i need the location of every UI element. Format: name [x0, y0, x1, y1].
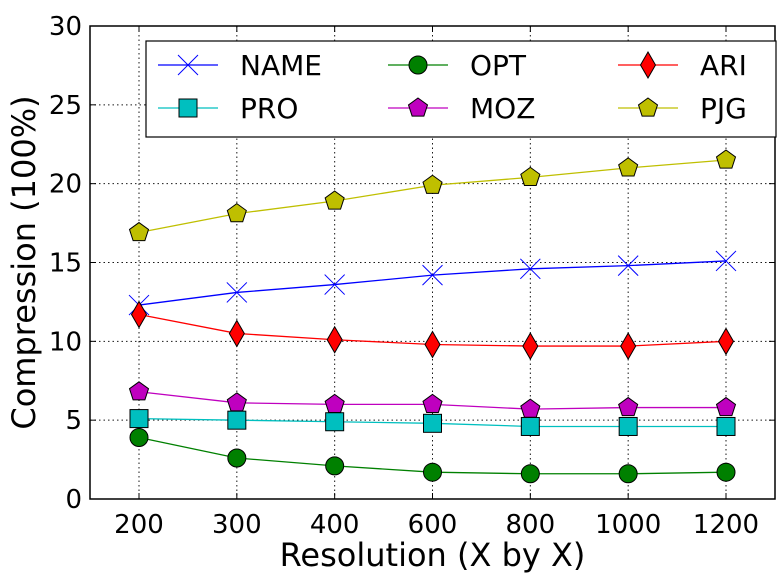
series-opt [129, 428, 736, 484]
data-point-moz [520, 398, 541, 418]
data-point-pjg [715, 149, 737, 169]
y-tick-label: 10 [49, 327, 82, 357]
legend-item-pjg: PJG [618, 92, 747, 125]
legend-marker [408, 55, 428, 75]
legend-item-pro: PRO [158, 92, 298, 125]
legend-label: MOZ [470, 92, 535, 125]
y-tick-label: 25 [49, 91, 82, 121]
y-tick-label: 30 [49, 12, 82, 42]
y-tick-label: 20 [49, 170, 82, 200]
marker-stroke [617, 255, 639, 277]
legend-marker [177, 54, 199, 76]
legend-marker [637, 97, 659, 117]
marker-stroke [177, 54, 199, 76]
legend-marker [407, 97, 429, 117]
y-tick-label: 0 [65, 485, 82, 515]
legend-frame [145, 40, 777, 138]
data-point-opt [129, 428, 149, 448]
data-point-ari [522, 332, 539, 361]
marker-stroke [226, 282, 248, 303]
marker-stroke [422, 264, 443, 286]
x-tick-label: 1000 [595, 510, 661, 540]
data-point-pro [129, 409, 149, 429]
data-point-opt [618, 464, 638, 484]
data-point-ari [326, 325, 343, 354]
data-point-ari [424, 330, 441, 359]
data-point-pro [227, 410, 247, 430]
data-point-opt [716, 462, 736, 482]
x-tick-label: 1200 [693, 510, 759, 540]
series-name [128, 250, 737, 316]
data-point-pjg [324, 190, 345, 210]
data-point-moz [226, 392, 247, 412]
y-tick-label: 15 [49, 249, 82, 279]
marker-stroke [519, 258, 541, 280]
series-layer [128, 149, 737, 484]
data-point-moz [324, 393, 345, 413]
data-point-moz [422, 393, 443, 413]
legend: NAME OPT ARI PRO MOZ PJG [145, 40, 777, 138]
data-point-ari [130, 300, 148, 329]
data-point-name [519, 258, 541, 280]
data-point-name [226, 282, 248, 303]
data-point-opt [227, 448, 247, 468]
legend-item-moz: MOZ [388, 92, 535, 125]
data-point-pjg [618, 157, 639, 177]
data-point-pjg [128, 221, 150, 242]
legend-label: PRO [240, 92, 298, 125]
data-point-ari [620, 332, 637, 361]
data-point-pjg [520, 166, 541, 186]
data-point-pro [618, 416, 638, 436]
data-point-name [324, 274, 346, 295]
data-point-pjg [226, 203, 247, 223]
marker-stroke [715, 250, 737, 272]
x-tick-label: 600 [408, 510, 458, 540]
legend-label: ARI [700, 49, 747, 82]
tick-layer: 0 5 10 15 20 25 30 200 300 400 600 800 1000 1200 [49, 12, 775, 540]
legend-marker [178, 98, 198, 118]
legend-item-name: NAME [158, 49, 322, 82]
marker-stroke [324, 274, 346, 295]
legend-label: NAME [240, 49, 322, 82]
x-tick-label: 400 [310, 510, 360, 540]
data-point-moz [618, 396, 639, 417]
data-point-pro [423, 413, 442, 433]
legend-item-ari: ARI [618, 49, 747, 82]
legend-label: OPT [470, 49, 527, 82]
x-tick-label: 800 [506, 510, 556, 540]
data-point-opt [423, 462, 442, 482]
x-tick-label: 200 [114, 510, 164, 540]
data-point-moz [715, 396, 737, 417]
series-pro [129, 409, 736, 436]
y-tick-label: 5 [65, 406, 82, 436]
data-point-name [617, 255, 639, 277]
x-tick-label: 300 [212, 510, 262, 540]
series-moz [128, 381, 737, 418]
x-axis-title: Resolution (X by X) [280, 536, 586, 574]
data-point-opt [520, 464, 540, 484]
data-point-ari [228, 319, 245, 348]
legend-marker [639, 50, 657, 80]
y-axis-title: Compression (100%) [5, 95, 43, 429]
data-point-ari [717, 327, 735, 356]
legend-item-opt: OPT [388, 49, 527, 82]
legend-label: PJG [700, 92, 747, 125]
data-point-pro [716, 416, 736, 436]
series-pjg [128, 149, 737, 242]
data-point-pjg [422, 174, 443, 194]
series-ari [130, 300, 735, 361]
data-point-name [715, 250, 737, 272]
data-point-pro [325, 412, 345, 432]
data-point-name [422, 264, 443, 286]
data-point-pro [520, 416, 540, 436]
data-point-moz [128, 381, 150, 401]
data-point-opt [325, 456, 345, 476]
